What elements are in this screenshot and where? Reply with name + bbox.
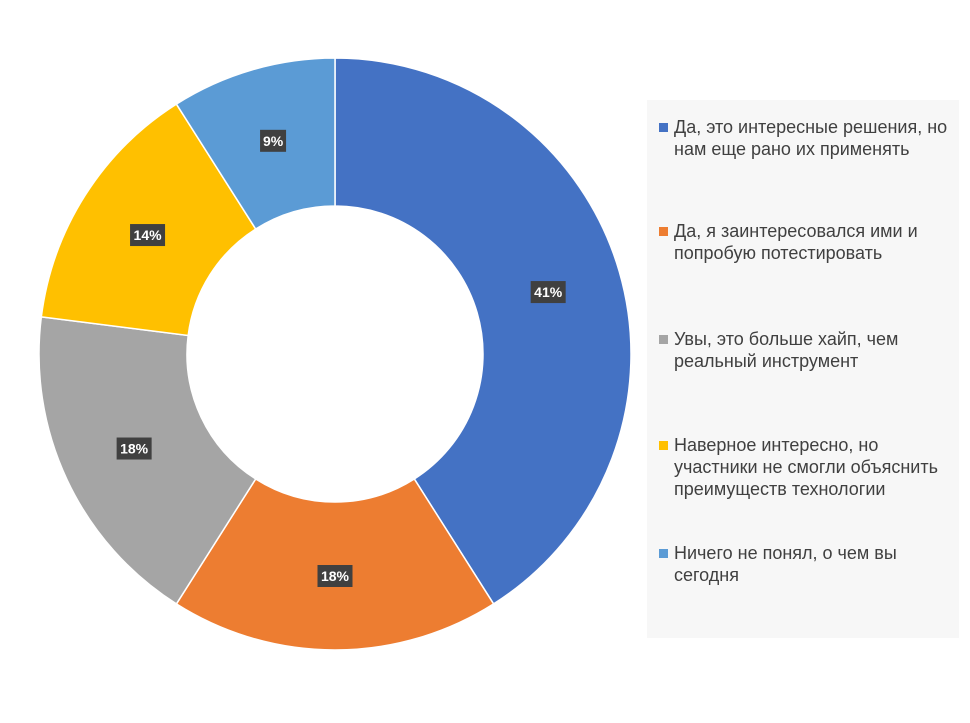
data-label-text: 18%: [120, 441, 149, 457]
legend: Да, это интересные решения, но нам еще р…: [647, 100, 959, 638]
donut-slice: [40, 103, 257, 337]
data-label: 18%: [116, 437, 152, 460]
data-label-box: [260, 129, 287, 152]
legend-label: Увы, это больше хайп, чем реальный инстр…: [674, 329, 899, 371]
legend-item: Ничего не понял, о чем вы сегодня: [659, 542, 951, 586]
legend-label: Ничего не понял, о чем вы сегодня: [674, 543, 897, 585]
data-labels: 41% 18% 18% 14% 9%: [116, 129, 566, 587]
donut-slice: [175, 57, 336, 231]
legend-item: Увы, это больше хайп, чем реальный инстр…: [659, 328, 951, 372]
legend-swatch: [659, 549, 668, 558]
data-label-text: 18%: [321, 568, 350, 584]
data-label: 18%: [317, 565, 353, 587]
legend-item: Да, я заинтересовался ими и попробую пот…: [659, 220, 951, 264]
donut-slice: [334, 57, 632, 605]
data-label-box: [116, 437, 152, 460]
data-label: 41%: [530, 281, 566, 304]
data-label: 9%: [260, 129, 287, 152]
data-label-box: [317, 565, 353, 587]
legend-swatch: [659, 227, 668, 236]
legend-item: Да, это интересные решения, но нам еще р…: [659, 116, 951, 160]
donut-slice: [38, 316, 257, 605]
data-label-box: [130, 224, 166, 247]
data-label-text: 41%: [534, 284, 563, 300]
legend-label: Да, я заинтересовался ими и попробую пот…: [674, 221, 918, 263]
legend-item: Наверное интересно, но участники не смог…: [659, 434, 951, 500]
data-label-box: [530, 281, 566, 304]
donut-slices: [38, 57, 632, 651]
legend-swatch: [659, 123, 668, 132]
data-label: 14%: [130, 224, 166, 247]
legend-label: Наверное интересно, но участники не смог…: [674, 435, 938, 499]
legend-swatch: [659, 335, 668, 344]
data-label-text: 14%: [134, 227, 163, 243]
data-label-text: 9%: [263, 133, 284, 149]
legend-swatch: [659, 441, 668, 450]
legend-label: Да, это интересные решения, но нам еще р…: [674, 117, 948, 159]
donut-slice: [175, 477, 495, 651]
